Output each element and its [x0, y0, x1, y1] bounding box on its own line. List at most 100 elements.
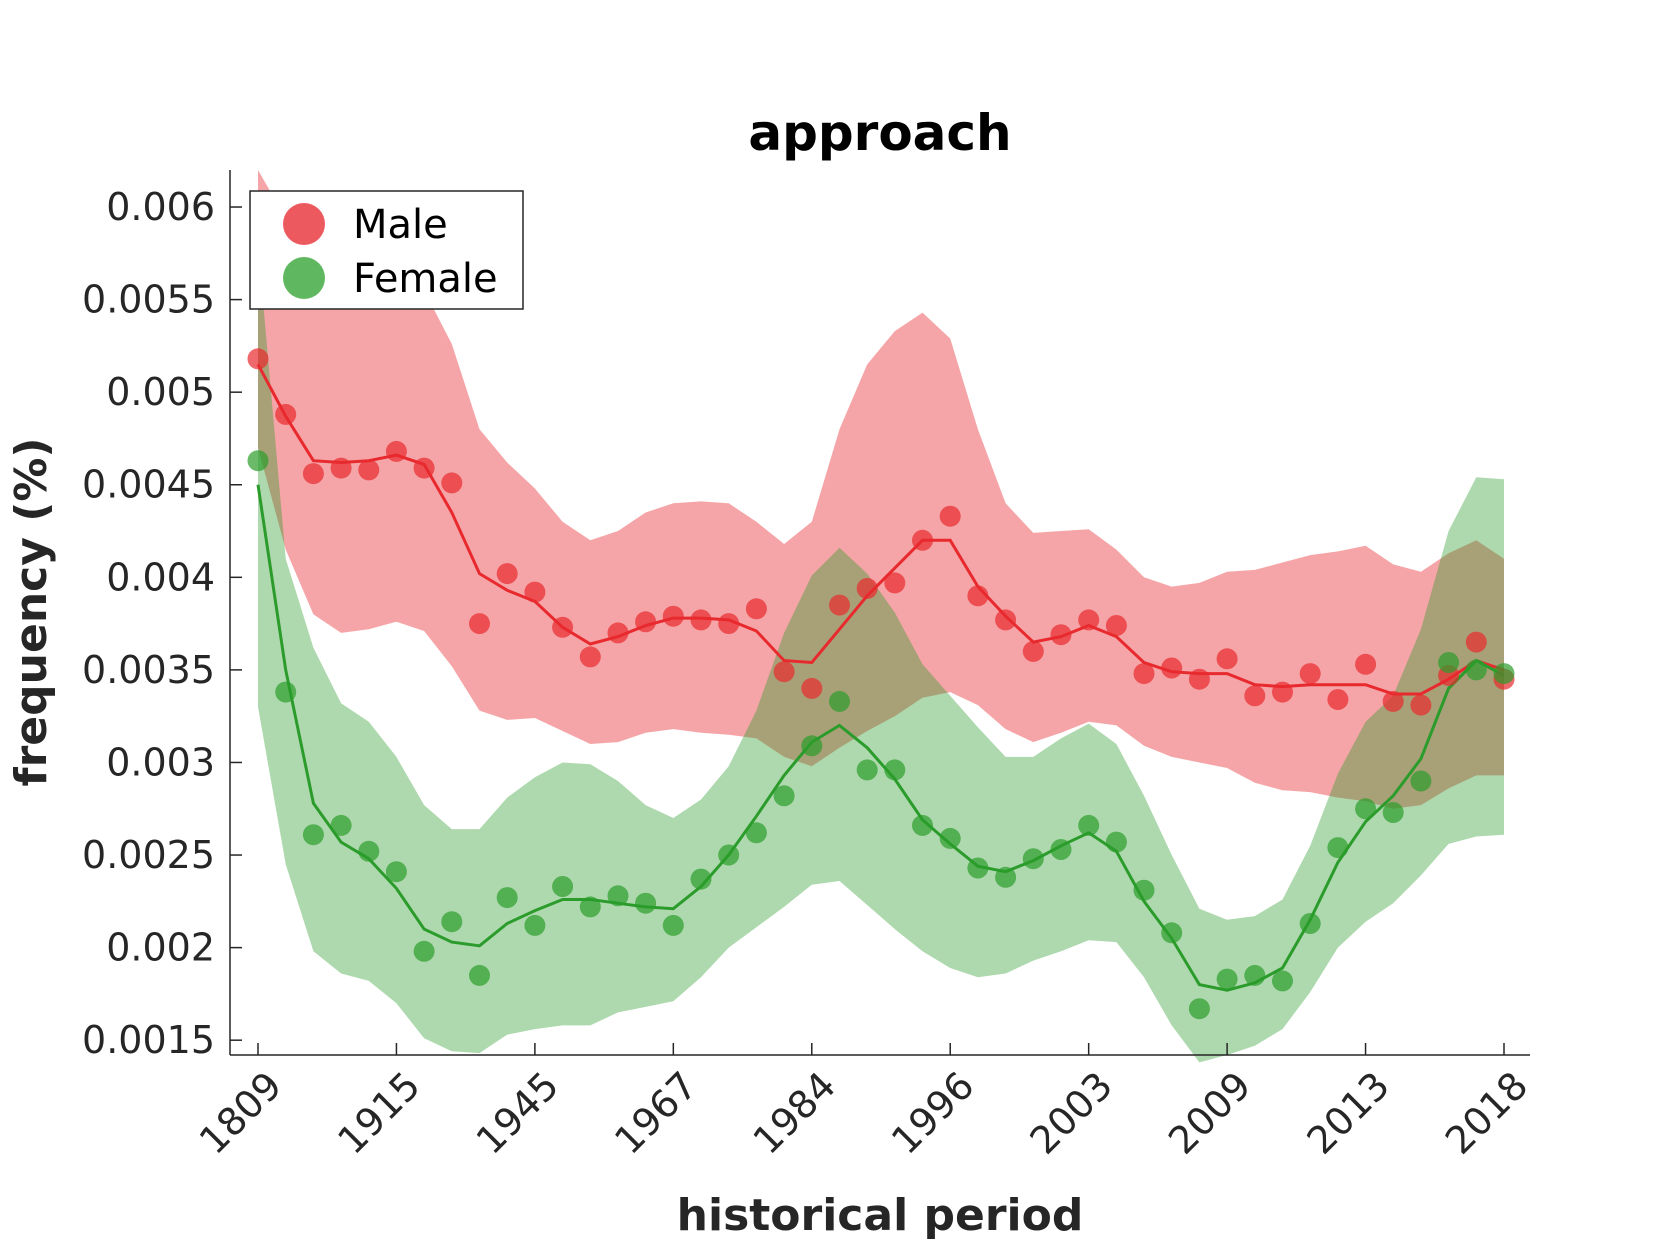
point-female	[1382, 802, 1404, 823]
point-female	[690, 868, 712, 890]
point-female	[247, 450, 269, 472]
point-female	[496, 887, 518, 909]
point-female	[1161, 922, 1183, 944]
point-male	[579, 646, 601, 668]
point-female	[1078, 814, 1100, 836]
y-tick-label: 0.0015	[82, 1018, 215, 1062]
point-female	[275, 681, 297, 703]
point-male	[1216, 648, 1238, 670]
y-ticks: 0.0015 0.002 0.0025 0.003 0.0035 0.004 0.0045 0…	[82, 185, 242, 1062]
point-female	[302, 824, 324, 846]
point-male	[385, 440, 407, 462]
point-male	[1327, 689, 1349, 710]
point-female	[1188, 998, 1210, 1020]
point-female	[1327, 837, 1349, 859]
point-male	[1382, 690, 1404, 712]
point-female	[1493, 663, 1515, 685]
point-male	[912, 529, 933, 551]
y-tick-label: 0.0045	[82, 463, 215, 507]
point-female	[1050, 839, 1072, 860]
chart-title: approach	[748, 104, 1011, 162]
point-female	[912, 814, 933, 836]
fit-line-male	[256, 363, 1505, 696]
point-male	[1410, 694, 1432, 716]
point-female	[635, 892, 657, 914]
point-female	[358, 840, 380, 862]
y-tick-label: 0.005	[106, 370, 215, 414]
point-female	[1465, 659, 1487, 681]
legend-label-female: Female	[353, 256, 498, 302]
point-male	[635, 611, 657, 633]
point-female	[1244, 964, 1266, 986]
point-female	[967, 857, 989, 879]
point-male	[1188, 668, 1210, 690]
point-female	[524, 914, 546, 936]
point-female	[1355, 798, 1377, 820]
point-male	[247, 348, 269, 370]
point-female	[1410, 770, 1432, 792]
y-tick-label: 0.0055	[82, 278, 215, 322]
point-female	[801, 735, 823, 757]
point-female	[385, 861, 407, 883]
point-male	[745, 598, 767, 620]
point-male	[662, 605, 684, 627]
band-male	[258, 170, 1504, 809]
point-male	[856, 577, 878, 599]
point-male	[275, 403, 297, 425]
point-female	[662, 914, 684, 936]
point-female	[1438, 652, 1460, 673]
point-male	[1050, 624, 1072, 646]
point-male	[801, 677, 823, 699]
y-tick-label: 0.004	[106, 555, 215, 599]
point-female	[745, 822, 767, 844]
point-male	[302, 463, 324, 485]
point-male	[1299, 663, 1321, 685]
point-female	[469, 964, 490, 986]
point-female	[884, 759, 906, 781]
point-male	[496, 563, 518, 585]
point-female	[413, 940, 435, 962]
point-male	[524, 581, 546, 603]
legend-label-male: Male	[353, 202, 448, 248]
fit-lines	[256, 363, 1505, 992]
legend-marker-male	[283, 203, 325, 245]
point-male	[967, 585, 989, 607]
point-male	[1272, 681, 1293, 703]
y-axis-label: frequency (%)	[6, 437, 57, 786]
point-female	[1105, 831, 1127, 853]
band-female	[258, 244, 1504, 1063]
point-male	[718, 613, 740, 635]
point-female	[773, 785, 795, 807]
point-female	[1216, 968, 1238, 990]
point-male	[1465, 631, 1487, 653]
legend-marker-female	[283, 257, 325, 299]
point-male	[829, 594, 850, 616]
point-female	[607, 885, 629, 907]
y-tick-label: 0.002	[106, 926, 215, 970]
point-male	[413, 457, 435, 479]
y-tick-label: 0.006	[106, 185, 215, 229]
point-male	[939, 505, 961, 527]
point-male	[607, 622, 629, 644]
point-male	[995, 609, 1017, 631]
point-female	[856, 759, 878, 781]
x-axis-label: historical period	[677, 1190, 1084, 1241]
point-male	[1022, 640, 1044, 662]
point-female	[441, 911, 463, 933]
data-points	[247, 348, 1515, 1020]
point-female	[579, 896, 601, 918]
point-male	[552, 616, 574, 638]
point-female	[1133, 879, 1155, 901]
point-male	[469, 613, 490, 635]
point-male	[1355, 653, 1377, 675]
point-male	[1078, 609, 1100, 631]
point-male	[884, 572, 906, 594]
point-female	[1299, 913, 1321, 934]
y-tick-label: 0.0035	[82, 648, 215, 692]
point-male	[1105, 615, 1127, 636]
axes	[229, 170, 1530, 1056]
point-female	[552, 876, 574, 897]
legend: Male Female	[249, 190, 524, 310]
point-female	[718, 844, 740, 866]
